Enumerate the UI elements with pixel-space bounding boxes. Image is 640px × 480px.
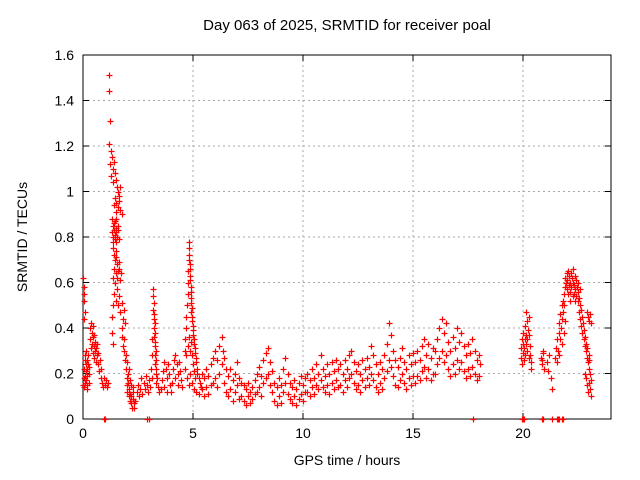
y-tick-label: 0.8 (55, 229, 75, 245)
x-tick-label: 5 (189, 425, 197, 441)
chart-title: Day 063 of 2025, SRMTID for receiver poa… (203, 17, 491, 34)
x-tick-label: 15 (405, 425, 421, 441)
y-tick-label: 0.6 (55, 275, 75, 291)
data-points (80, 72, 595, 423)
x-axis-label: GPS time / hours (293, 452, 401, 468)
x-tick-label: 20 (515, 425, 531, 441)
y-tick-label: 0 (66, 411, 74, 427)
x-tick-label: 10 (295, 425, 311, 441)
y-axis-label: SRMTID / TECUs (14, 181, 30, 293)
y-tick-label: 1 (66, 184, 74, 200)
y-tick-label: 0.2 (55, 366, 75, 382)
y-tick-label: 1.6 (55, 47, 75, 63)
y-tick-label: 0.4 (55, 320, 75, 336)
y-tick-label: 1.2 (55, 138, 75, 154)
y-tick-label: 1.4 (55, 93, 75, 109)
x-tick-label: 0 (79, 425, 87, 441)
